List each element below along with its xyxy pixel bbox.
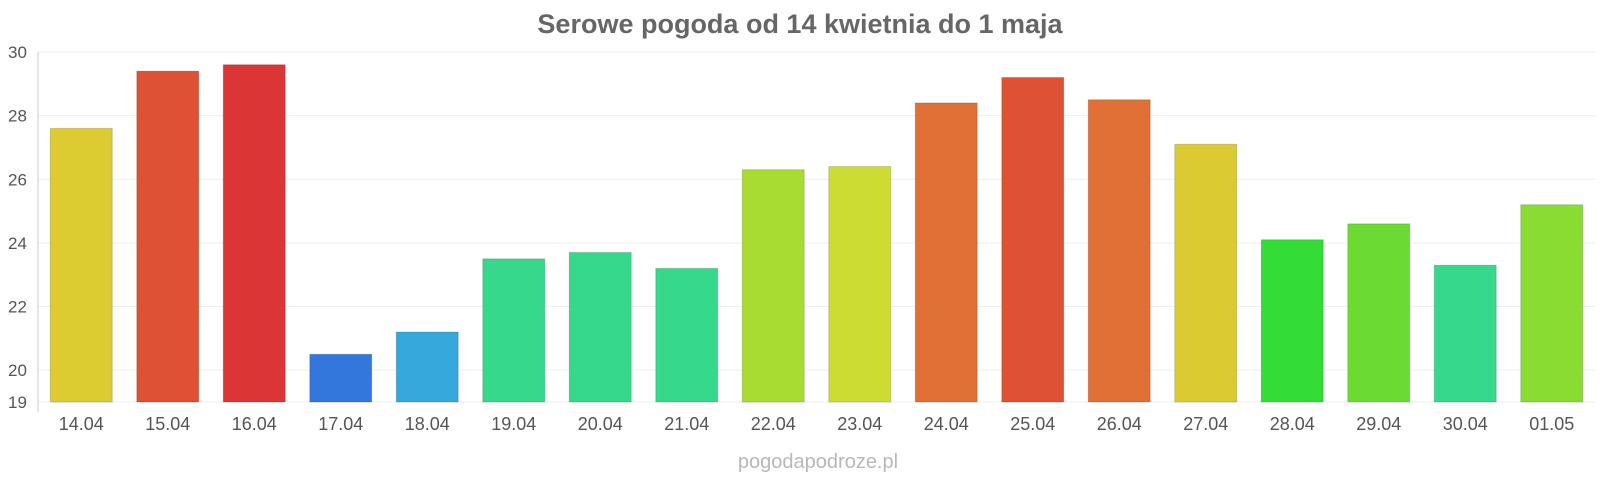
x-tick-label: 19.04 xyxy=(491,414,536,434)
x-tick-label: 26.04 xyxy=(1097,414,1142,434)
chart-title: Serowe pogoda od 14 kwietnia do 1 maja xyxy=(537,9,1063,39)
bar-21.04 xyxy=(655,267,719,403)
bar-23.04 xyxy=(828,166,892,403)
y-tick-label: 28 xyxy=(8,107,27,126)
x-tick-label: 29.04 xyxy=(1356,414,1401,434)
x-tick-label: 28.04 xyxy=(1270,414,1315,434)
bar-17.04 xyxy=(309,353,373,403)
bar-22.04 xyxy=(741,169,805,403)
x-tick-label: 01.05 xyxy=(1529,414,1574,434)
gridlines xyxy=(38,51,1595,403)
x-tick-label: 24.04 xyxy=(924,414,969,434)
y-tick-label: 22 xyxy=(8,298,27,317)
bar-16.04 xyxy=(222,64,286,403)
x-tick-label: 17.04 xyxy=(318,414,363,434)
y-tick-label: 26 xyxy=(8,170,27,189)
bar-29.04 xyxy=(1347,223,1411,403)
y-axis-ticks: 19 20 22 24 26 28 30 xyxy=(8,43,27,412)
x-tick-label: 20.04 xyxy=(578,414,623,434)
y-tick-label: 19 xyxy=(8,393,27,412)
y-tick-label: 20 xyxy=(8,361,27,380)
bar-28.04 xyxy=(1260,239,1324,403)
x-tick-label: 14.04 xyxy=(59,414,104,434)
y-tick-label: 24 xyxy=(8,234,27,253)
bar-26.04 xyxy=(1087,99,1151,403)
x-tick-label: 30.04 xyxy=(1443,414,1488,434)
watermark: pogodapodroze.pl xyxy=(738,451,898,473)
bars xyxy=(49,64,1584,403)
bar-20.04 xyxy=(568,251,632,403)
bar-24.04 xyxy=(914,102,978,403)
bar-15.04 xyxy=(136,70,200,403)
bar-30.04 xyxy=(1433,264,1497,403)
x-tick-label: 18.04 xyxy=(405,414,450,434)
x-tick-label: 16.04 xyxy=(232,414,277,434)
x-tick-label: 21.04 xyxy=(664,414,709,434)
bar-27.04 xyxy=(1174,143,1238,403)
bar-18.04 xyxy=(395,331,459,403)
bar-25.04 xyxy=(1001,76,1065,403)
y-tick-label: 30 xyxy=(8,43,27,62)
bar-01.05 xyxy=(1520,204,1584,403)
x-tick-label: 23.04 xyxy=(837,414,882,434)
bar-19.04 xyxy=(482,258,546,403)
x-tick-label: 27.04 xyxy=(1183,414,1228,434)
x-tick-label: 22.04 xyxy=(751,414,796,434)
x-tick-label: 15.04 xyxy=(145,414,190,434)
bar-14.04 xyxy=(49,127,113,403)
x-axis-ticks: 14.04 15.04 16.04 17.04 18.04 19.04 20.04 21.04… xyxy=(59,414,1575,434)
x-tick-label: 25.04 xyxy=(1010,414,1055,434)
